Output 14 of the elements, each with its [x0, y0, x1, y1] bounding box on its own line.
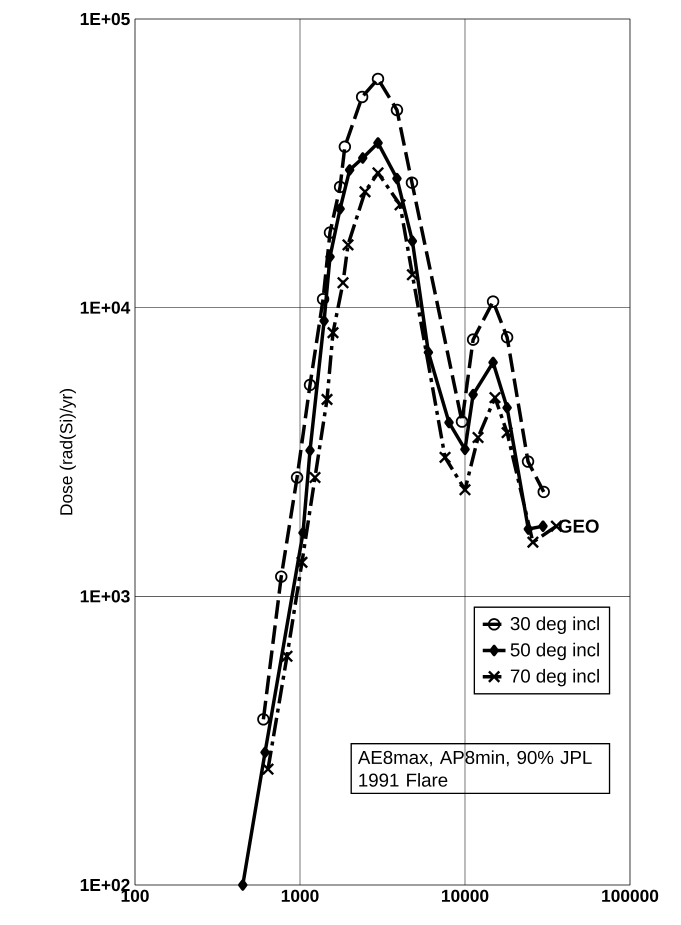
- legend-label: 70 deg incl: [510, 668, 599, 686]
- legend-label: 50 deg incl: [510, 642, 599, 660]
- annotation: AE8max, AP8min, 90% JPL 1991 Flare: [358, 750, 592, 787]
- x-tick-label: 10000: [442, 890, 488, 902]
- y-tick-label: 1E+03: [80, 590, 130, 602]
- x-tick-label: 100000: [602, 890, 658, 902]
- x-tick-label: 100: [122, 890, 149, 902]
- y-tick-label: 1E+02: [80, 878, 130, 892]
- x-tick-label: 1000: [282, 890, 319, 902]
- annotation: GEO: [558, 520, 599, 533]
- y-axis-title: Dose (rad(Si)/yr): [60, 389, 76, 515]
- y-tick-label: 1E+04: [80, 302, 130, 314]
- legend-label: 30 deg incl: [510, 616, 599, 634]
- y-tick-label: 1E+05: [80, 12, 130, 26]
